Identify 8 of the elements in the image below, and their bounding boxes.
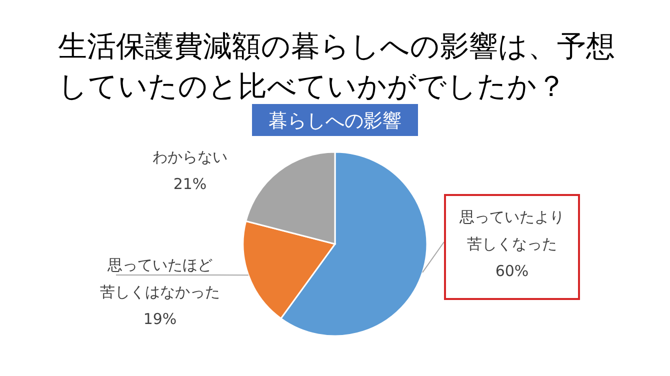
chart-title: 生活保護費減額の暮らしへの影響は、予想していたのと比べていかがでしたか？ xyxy=(58,29,615,103)
slice-label: 思っていたほど苦しくはなかった xyxy=(100,256,220,301)
slice-label: わからない xyxy=(152,148,228,166)
slice-label: 思っていたより苦しくなった xyxy=(458,208,564,253)
data-label: 21% xyxy=(173,175,207,193)
chart-subtitle: 暮らしへの影響 xyxy=(268,110,402,132)
data-label: 60% xyxy=(495,262,529,280)
data-label: 19% xyxy=(143,310,177,328)
